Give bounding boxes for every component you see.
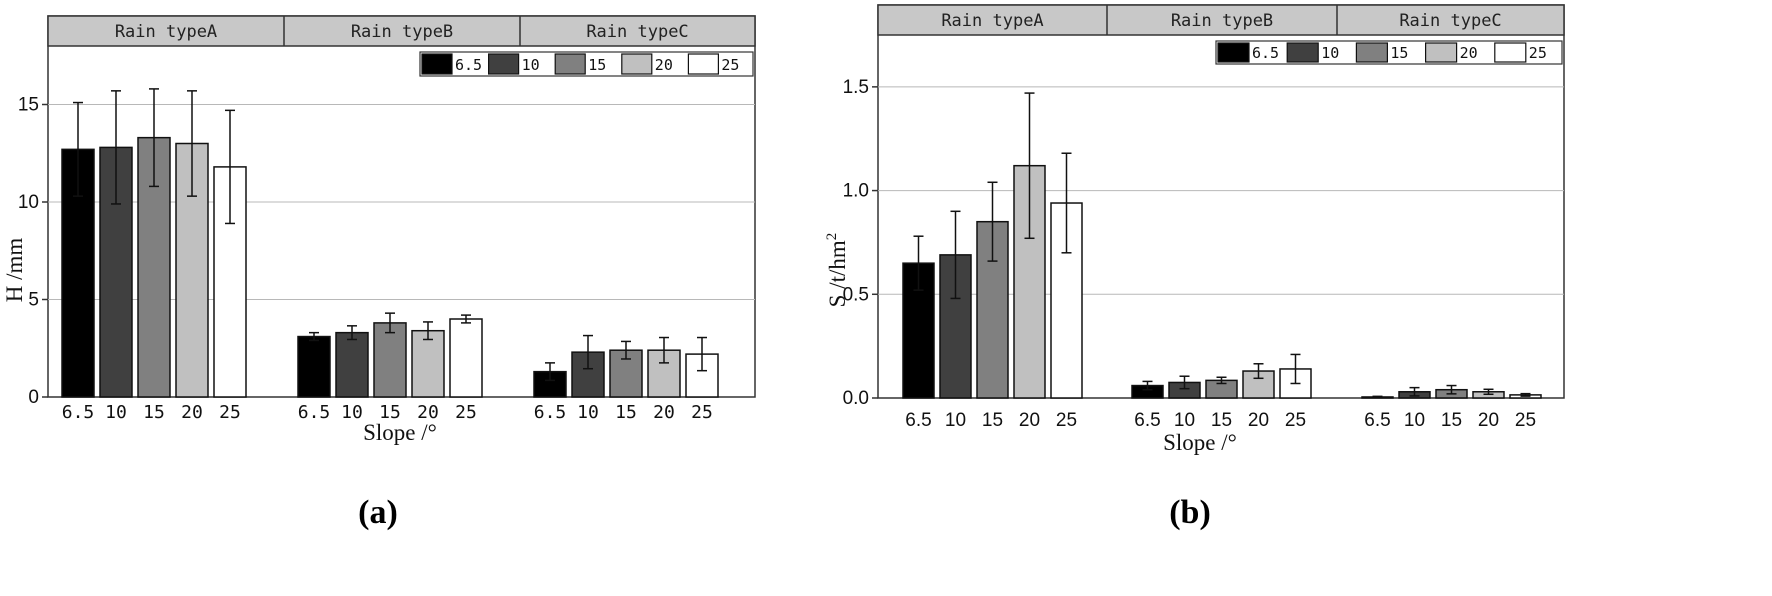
legend-swatch-10 xyxy=(1286,42,1319,63)
legend-swatch-10 xyxy=(488,53,520,75)
facet-header-strip xyxy=(877,4,1565,36)
x-tick-label: 10 xyxy=(105,402,127,423)
y-axis-label-superscript: 2 xyxy=(824,233,840,241)
legend-label: 25 xyxy=(721,56,739,74)
legend-label: 20 xyxy=(1460,44,1478,62)
facet-label: Rain typeC xyxy=(1399,11,1501,31)
x-tick-label: 15 xyxy=(615,402,637,423)
chart-panel-b: 0.0 0.5 1.0 1.5 Rain typeA Rain typeB Rain typ… xyxy=(824,4,1565,531)
facet-label: Rain typeB xyxy=(351,22,453,42)
x-tick-label: 15 xyxy=(143,402,165,423)
y-tick-label: 1.0 xyxy=(843,181,869,202)
panel-label: (a) xyxy=(358,494,398,531)
x-tick-label: 20 xyxy=(1478,410,1499,431)
legend-label: 15 xyxy=(1390,44,1408,62)
x-tick-label: 10 xyxy=(577,402,599,423)
legend-swatch-15 xyxy=(554,53,586,75)
x-tick-label: 6.5 xyxy=(534,402,567,423)
facet-label: Rain typeA xyxy=(115,22,217,42)
y-axis-label: S /t/hm2 xyxy=(824,233,850,308)
x-tick-label: 10 xyxy=(341,402,363,423)
x-tick-label: 10 xyxy=(1174,410,1195,431)
x-tick-label: 6.5 xyxy=(1134,410,1160,431)
legend-label: 20 xyxy=(655,56,673,74)
y-tick-label: 5 xyxy=(28,290,39,311)
y-tick-label: 15 xyxy=(18,95,39,116)
legend-swatch-25 xyxy=(1494,42,1527,63)
facet-header-strip xyxy=(47,15,756,47)
x-tick-label: 25 xyxy=(1056,410,1077,431)
facet-label: Rain typeC xyxy=(586,22,688,42)
x-tick-label: 25 xyxy=(691,402,713,423)
legend-swatch-6.5 xyxy=(421,53,453,75)
x-tick-label: 25 xyxy=(1515,410,1536,431)
legend-swatch-15 xyxy=(1355,42,1389,63)
y-tick-label: 0 xyxy=(28,387,39,408)
y-tick-label: 1.5 xyxy=(843,77,869,98)
bar-rain-typeb-20 xyxy=(1242,370,1275,399)
x-tick-label: 15 xyxy=(1441,410,1462,431)
bar-rain-typec-15 xyxy=(609,349,643,398)
legend-swatch-6.5 xyxy=(1217,42,1250,63)
x-tick-label: 25 xyxy=(455,402,477,423)
x-tick-label: 6.5 xyxy=(1364,410,1390,431)
bar-rain-typeb-20 xyxy=(411,329,445,398)
x-tick-label: 10 xyxy=(945,410,966,431)
x-tick-label: 10 xyxy=(1404,410,1425,431)
legend-swatch-20 xyxy=(1424,42,1458,63)
x-tick-label: 20 xyxy=(417,402,439,423)
x-tick-label: 25 xyxy=(1285,410,1306,431)
legend-label: 10 xyxy=(522,56,540,74)
bar-rain-typeb-10 xyxy=(335,331,369,398)
legend-label: 15 xyxy=(588,56,606,74)
x-tick-label: 20 xyxy=(181,402,203,423)
facet-label: Rain typeA xyxy=(941,11,1043,31)
x-tick-label: 20 xyxy=(653,402,675,423)
legend-label: 25 xyxy=(1529,44,1547,62)
x-tick-label: 20 xyxy=(1248,410,1269,431)
chart-panel-a: 0 5 10 15 Rain typeA Rain typeB Rain typeC 6.5 1… xyxy=(2,15,756,531)
y-tick-label: 10 xyxy=(18,192,39,213)
x-tick-label: 20 xyxy=(1019,410,1040,431)
x-tick-label: 6.5 xyxy=(298,402,331,423)
bar-rain-typeb-25 xyxy=(449,318,483,398)
bar-rain-typea-25 xyxy=(1050,202,1083,399)
legend-label: 6.5 xyxy=(455,56,482,74)
x-tick-label: 25 xyxy=(219,402,241,423)
legend-label: 6.5 xyxy=(1252,44,1279,62)
legend-swatch-20 xyxy=(621,53,653,75)
legend-swatch-25 xyxy=(687,53,720,75)
x-axis-label: Slope /° xyxy=(1163,430,1237,455)
y-tick-label: 0.0 xyxy=(843,388,869,409)
x-tick-label: 15 xyxy=(1211,410,1232,431)
panel-label: (b) xyxy=(1169,494,1211,531)
legend-label: 10 xyxy=(1321,44,1339,62)
y-tick-label: 0.5 xyxy=(843,284,869,305)
facet-label: Rain typeB xyxy=(1171,11,1273,31)
x-tick-label: 6.5 xyxy=(905,410,931,431)
x-axis-label: Slope /° xyxy=(363,420,437,445)
y-axis-label: H /mm xyxy=(2,238,27,303)
bar-rain-typeb-6.5 xyxy=(297,335,331,398)
x-tick-label: 15 xyxy=(379,402,401,423)
x-tick-label: 6.5 xyxy=(62,402,95,423)
x-tick-label: 15 xyxy=(982,410,1003,431)
bar-rain-typeb-15 xyxy=(373,322,407,398)
